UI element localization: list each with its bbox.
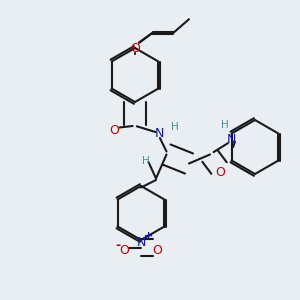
Text: O: O — [130, 41, 140, 55]
Text: N: N — [136, 236, 146, 250]
Text: +: + — [144, 231, 153, 242]
Text: N: N — [154, 127, 164, 140]
Text: -: - — [115, 238, 121, 252]
Text: H: H — [221, 119, 229, 130]
Text: H: H — [142, 155, 149, 166]
Text: H: H — [171, 122, 178, 133]
Text: N: N — [226, 133, 236, 146]
Text: O: O — [120, 244, 129, 257]
Text: O: O — [153, 244, 162, 257]
Text: O: O — [216, 166, 225, 179]
Text: O: O — [109, 124, 119, 137]
